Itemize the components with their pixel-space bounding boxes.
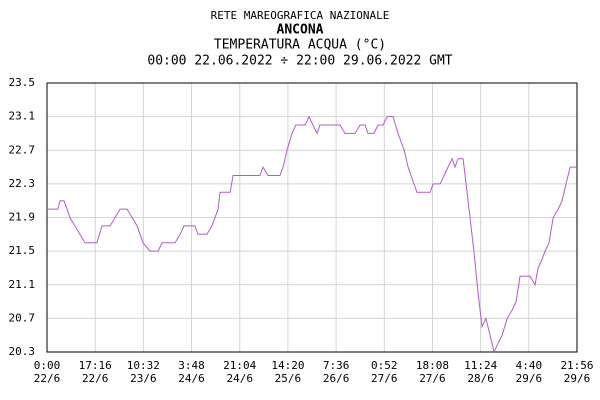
chart-subtitle: ANCONA xyxy=(277,23,324,38)
x-tick-date: 27/6 xyxy=(371,372,398,385)
x-tick-date: 24/6 xyxy=(178,372,205,385)
y-label: TEMPERATURA ACQUA (°C) xyxy=(214,38,386,53)
y-tick-label: 21.1 xyxy=(9,278,36,291)
x-tick-label: 14:20 xyxy=(271,359,304,372)
x-tick-date: 24/6 xyxy=(226,372,253,385)
y-tick-label: 21.9 xyxy=(9,211,36,224)
x-tick-label: 18:08 xyxy=(416,359,449,372)
x-tick-date: 22/6 xyxy=(82,372,109,385)
x-tick-label: 7:36 xyxy=(323,359,350,372)
x-tick-date: 27/6 xyxy=(419,372,446,385)
x-tick-label: 21:04 xyxy=(223,359,256,372)
period: 00:00 22.06.2022 ÷ 22:00 29.06.2022 GMT xyxy=(147,54,452,69)
x-tick-label: 4:40 xyxy=(516,359,543,372)
x-tick-label: 11:24 xyxy=(464,359,497,372)
x-tick-date: 28/6 xyxy=(467,372,494,385)
y-tick-label: 22.7 xyxy=(9,143,36,156)
y-tick-label: 22.3 xyxy=(9,177,36,190)
x-tick-date: 22/6 xyxy=(34,372,61,385)
x-tick-date: 25/6 xyxy=(275,372,302,385)
y-tick-label: 20.3 xyxy=(9,345,36,358)
y-tick-label: 20.7 xyxy=(9,311,36,324)
x-tick-date: 26/6 xyxy=(323,372,350,385)
x-tick-label: 3:48 xyxy=(178,359,205,372)
x-tick-label: 0:00 xyxy=(34,359,61,372)
x-tick-label: 0:52 xyxy=(371,359,398,372)
x-tick-date: 29/6 xyxy=(516,372,543,385)
y-tick-label: 23.1 xyxy=(9,110,36,123)
x-tick-label: 10:32 xyxy=(127,359,160,372)
y-tick-label: 23.5 xyxy=(9,76,36,89)
x-tick-label: 17:16 xyxy=(79,359,112,372)
plot-border xyxy=(46,82,578,353)
chart-title: RETE MAREOGRAFICA NAZIONALE xyxy=(211,9,390,22)
y-tick-label: 21.5 xyxy=(9,244,36,257)
x-tick-date: 23/6 xyxy=(130,372,157,385)
data-line xyxy=(47,115,577,354)
x-tick-date: 29/6 xyxy=(564,372,591,385)
x-tick-label: 21:56 xyxy=(560,359,593,372)
